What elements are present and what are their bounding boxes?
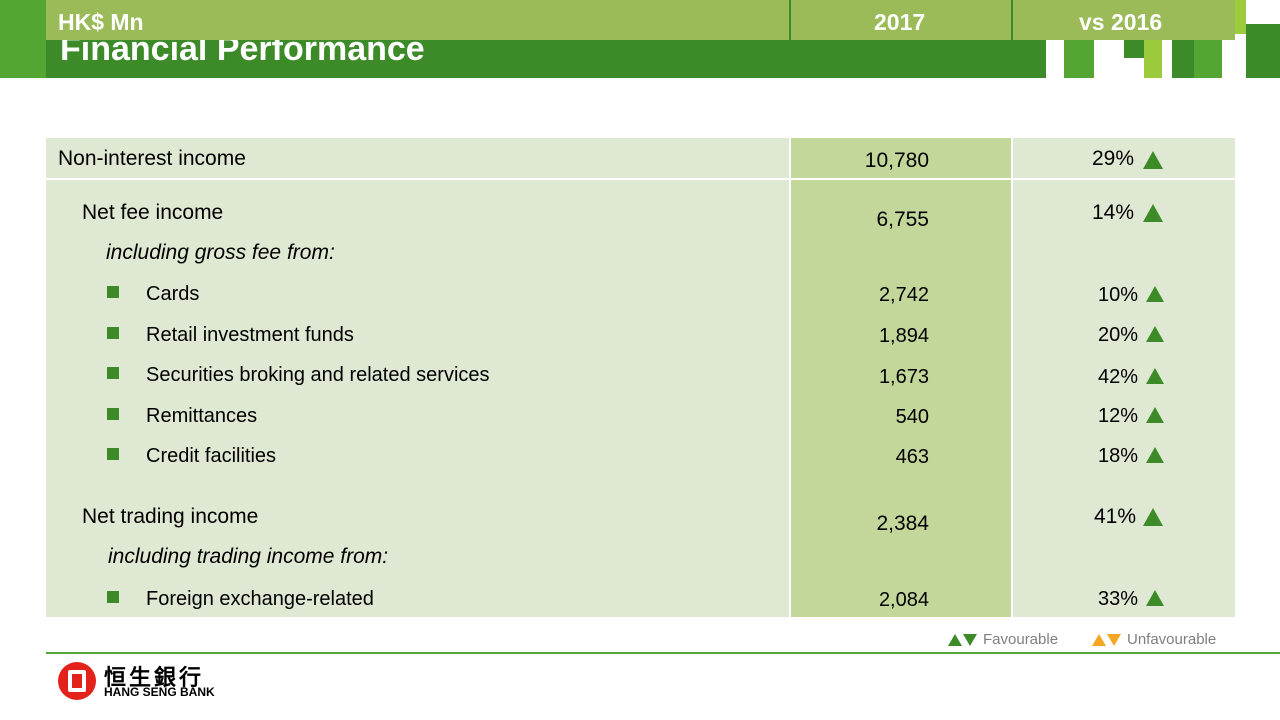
header-currency-label: HK$ Mn bbox=[58, 9, 144, 35]
bullet-icon bbox=[107, 327, 119, 339]
row-label-securities-broking: Securities broking and related services bbox=[146, 364, 490, 386]
legend-favourable: Favourable bbox=[983, 631, 1059, 648]
row-change-non-interest-income: 29% bbox=[1091, 147, 1134, 170]
header-2017: 2017 bbox=[874, 9, 926, 35]
legend-favourable-down-icon bbox=[963, 634, 977, 646]
header-vs-cell: vs 2016 bbox=[1013, 0, 1235, 40]
row-change-retail-investment-funds: 20% bbox=[1097, 324, 1138, 346]
row-value-securities-broking: 1,673 bbox=[878, 366, 929, 388]
favourable-up-icon bbox=[1146, 286, 1164, 302]
favourable-up-icon bbox=[1146, 447, 1164, 463]
header-vs-2016: vs 2016 bbox=[1079, 9, 1163, 35]
row-value-cards: 2,742 bbox=[878, 284, 929, 306]
bullet-icon bbox=[107, 367, 119, 379]
row-label-net-trading-income: Net trading income bbox=[82, 505, 259, 528]
bullet-icon bbox=[107, 591, 119, 603]
row-value-credit-facilities: 463 bbox=[895, 446, 929, 468]
row-value-net-trading-income: 2,384 bbox=[876, 512, 929, 535]
row-label-non-interest-income: Non-interest income bbox=[58, 147, 246, 170]
bullet-icon bbox=[107, 448, 119, 460]
bullet-icon bbox=[107, 408, 119, 420]
subheading-gross-fee: including gross fee from: bbox=[106, 241, 335, 264]
favourable-up-icon bbox=[1146, 368, 1164, 384]
row-label-retail-investment-funds: Retail investment funds bbox=[146, 324, 354, 346]
favourable-up-icon bbox=[1146, 407, 1164, 423]
row-value-net-fee-income: 6,755 bbox=[876, 208, 929, 231]
row-value-remittances: 540 bbox=[895, 406, 929, 428]
legend-favourable-up-icon bbox=[948, 634, 962, 646]
favourable-up-icon bbox=[1146, 590, 1164, 606]
legend-unfavourable: Unfavourable bbox=[1127, 631, 1217, 648]
row-label-remittances: Remittances bbox=[146, 405, 258, 427]
legend-unfavourable-up-icon bbox=[1092, 634, 1106, 646]
row-change-foreign-exchange: 33% bbox=[1097, 588, 1138, 610]
row-change-cards: 10% bbox=[1097, 284, 1138, 306]
row-value-non-interest-income: 10,780 bbox=[864, 149, 929, 172]
row-change-remittances: 12% bbox=[1097, 405, 1138, 427]
favourable-up-icon bbox=[1143, 508, 1163, 526]
row-label-credit-facilities: Credit facilities bbox=[146, 445, 277, 467]
row-label-cards: Cards bbox=[146, 283, 200, 305]
footer-divider bbox=[46, 652, 1280, 654]
row-change-securities-broking: 42% bbox=[1097, 366, 1138, 388]
row-change-credit-facilities: 18% bbox=[1097, 445, 1138, 467]
subheading-trading-income: including trading income from: bbox=[108, 545, 389, 568]
row-value-retail-investment-funds: 1,894 bbox=[878, 325, 929, 347]
table-header: HK$ Mn bbox=[46, 0, 789, 40]
legend-unfavourable-down-icon bbox=[1107, 634, 1121, 646]
header-2017-cell: 2017 bbox=[791, 0, 1011, 40]
row-label-net-fee-income: Net fee income bbox=[82, 201, 224, 224]
logo-english-name: HANG SENG BANK bbox=[104, 685, 215, 699]
row-value-foreign-exchange: 2,084 bbox=[878, 589, 929, 611]
row-change-net-trading-income: 41% bbox=[1093, 505, 1136, 528]
row-change-net-fee-income: 14% bbox=[1091, 201, 1134, 224]
logo-chinese-name: 恒生銀行 bbox=[104, 665, 205, 691]
favourable-up-icon bbox=[1143, 151, 1163, 169]
favourable-up-icon bbox=[1143, 204, 1163, 222]
row-label-foreign-exchange: Foreign exchange-related bbox=[146, 588, 374, 610]
title-accent-strip bbox=[0, 0, 46, 78]
favourable-up-icon bbox=[1146, 326, 1164, 342]
bullet-icon bbox=[107, 286, 119, 298]
